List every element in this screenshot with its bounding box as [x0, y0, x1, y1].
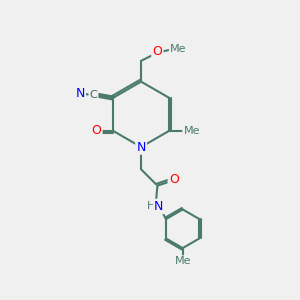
Text: O: O	[169, 173, 179, 186]
Text: N: N	[75, 87, 85, 100]
Text: O: O	[92, 124, 101, 137]
Text: C: C	[90, 90, 97, 100]
Text: Me: Me	[174, 256, 191, 266]
Text: N: N	[154, 200, 164, 213]
Text: H: H	[147, 202, 156, 212]
Text: O: O	[152, 45, 162, 58]
Text: Me: Me	[183, 126, 200, 136]
Text: Me: Me	[170, 44, 187, 54]
Text: N: N	[136, 140, 146, 154]
